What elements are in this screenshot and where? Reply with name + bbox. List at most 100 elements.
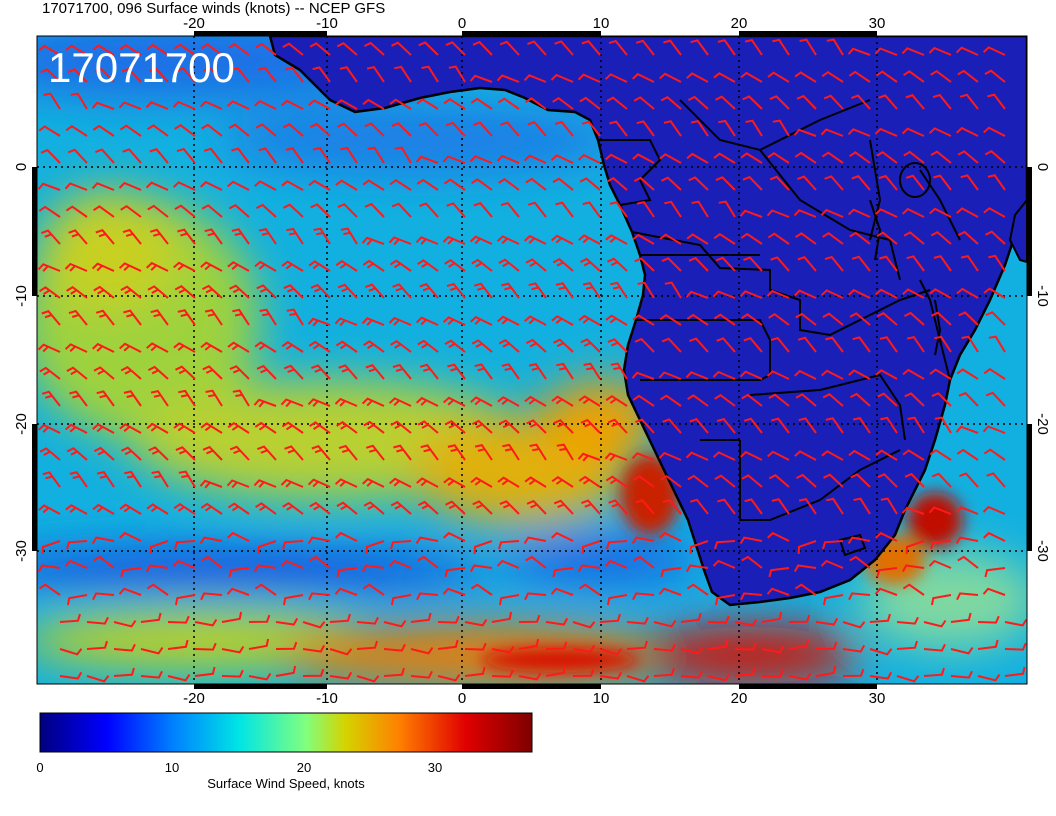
wind-barb	[849, 231, 871, 245]
wind-barb	[313, 227, 331, 245]
wind-barb	[364, 122, 385, 137]
wind-barb	[605, 314, 628, 326]
wind-barb	[766, 587, 790, 596]
wind-barb	[149, 67, 169, 83]
wind-barb	[437, 615, 460, 624]
wind-barb	[334, 587, 358, 596]
wind-barb	[525, 338, 547, 353]
wind-barb	[469, 74, 493, 83]
wind-barb	[606, 594, 628, 606]
wind-barb	[95, 148, 115, 164]
wind-barb	[961, 335, 979, 353]
wind-barb	[340, 146, 358, 164]
wind-barb	[712, 559, 736, 569]
wind-barb	[446, 202, 466, 218]
wind-barb	[718, 119, 736, 137]
wind-barb	[635, 418, 655, 434]
wind-barb	[365, 540, 385, 554]
wind-barb	[310, 203, 331, 218]
wind-barb	[443, 531, 466, 542]
wind-barb	[582, 201, 601, 218]
wind-barb	[418, 41, 439, 56]
wind-barb	[59, 613, 81, 623]
wind-barb	[248, 614, 271, 623]
wind-barb	[686, 583, 709, 596]
wind-barb	[147, 285, 169, 299]
wind-barb	[982, 46, 1006, 56]
wind-barb	[518, 614, 541, 623]
wind-barb	[500, 201, 520, 218]
wind-barb	[631, 452, 655, 461]
wind-barb	[173, 422, 196, 434]
wind-barb	[880, 497, 898, 515]
wind-barb	[714, 540, 736, 550]
wind-barb	[933, 255, 952, 272]
wind-barb	[175, 365, 196, 380]
wind-barb	[174, 540, 196, 550]
wind-barb	[491, 611, 513, 623]
wind-barb	[66, 446, 88, 461]
wind-barb	[281, 340, 304, 353]
wind-barb	[94, 67, 115, 83]
wind-barb	[556, 362, 574, 380]
wind-barb	[95, 309, 115, 326]
wind-barb	[356, 640, 378, 650]
wind-barb	[177, 309, 196, 326]
wind-barb	[555, 282, 574, 299]
wind-barb	[226, 587, 250, 596]
wind-barb	[390, 594, 412, 606]
wind-barb	[822, 312, 844, 326]
country-borders	[598, 99, 961, 557]
wind-barb	[983, 207, 1006, 218]
wind-barb	[146, 342, 169, 353]
wind-barb	[955, 425, 979, 434]
lon-label: 10	[593, 15, 610, 32]
wind-barb	[255, 203, 277, 218]
wind-barb	[686, 233, 709, 245]
wind-barb	[416, 477, 439, 488]
wind-barb	[528, 282, 547, 299]
wind-barb	[501, 282, 520, 299]
wind-barb	[950, 670, 973, 679]
wind-barb	[311, 364, 331, 380]
wind-barb	[632, 314, 655, 326]
wind-barb	[826, 38, 844, 56]
lon-label: 20	[731, 690, 748, 707]
wind-barb	[687, 394, 709, 407]
wind-barb	[145, 564, 169, 573]
wind-barb	[581, 40, 601, 56]
wind-barb	[820, 128, 844, 137]
wind-barb	[308, 99, 331, 110]
wind-barb	[527, 121, 547, 137]
wind-barb	[499, 40, 520, 56]
wind-barb	[113, 643, 136, 652]
wind-barb	[552, 257, 574, 272]
lon-label: -20	[183, 15, 205, 32]
wind-barb	[257, 66, 277, 83]
wind-barb	[659, 531, 682, 542]
wind-barb	[634, 257, 655, 272]
wind-barb	[41, 390, 61, 407]
wind-barb	[680, 647, 704, 655]
wind-barb	[554, 120, 574, 137]
wind-barb	[119, 531, 142, 542]
wind-barb	[205, 389, 223, 407]
wind-barb	[604, 559, 628, 569]
wind-barb	[307, 536, 331, 545]
wind-barb	[606, 540, 628, 550]
wind-barb	[499, 419, 520, 434]
wind-barb	[119, 423, 142, 434]
wind-barb	[741, 555, 763, 569]
wind-barb	[902, 368, 925, 380]
lake-malawi	[934, 299, 942, 356]
wind-barb	[275, 617, 299, 626]
wind-barb	[203, 67, 223, 83]
wind-barb	[443, 477, 466, 488]
wind-barb	[202, 365, 223, 380]
wind-barb	[38, 504, 61, 515]
wind-barb	[658, 371, 682, 380]
wind-barb	[929, 288, 952, 299]
wind-barb	[794, 369, 817, 380]
wind-barb	[253, 479, 277, 488]
wind-barb	[572, 621, 596, 629]
